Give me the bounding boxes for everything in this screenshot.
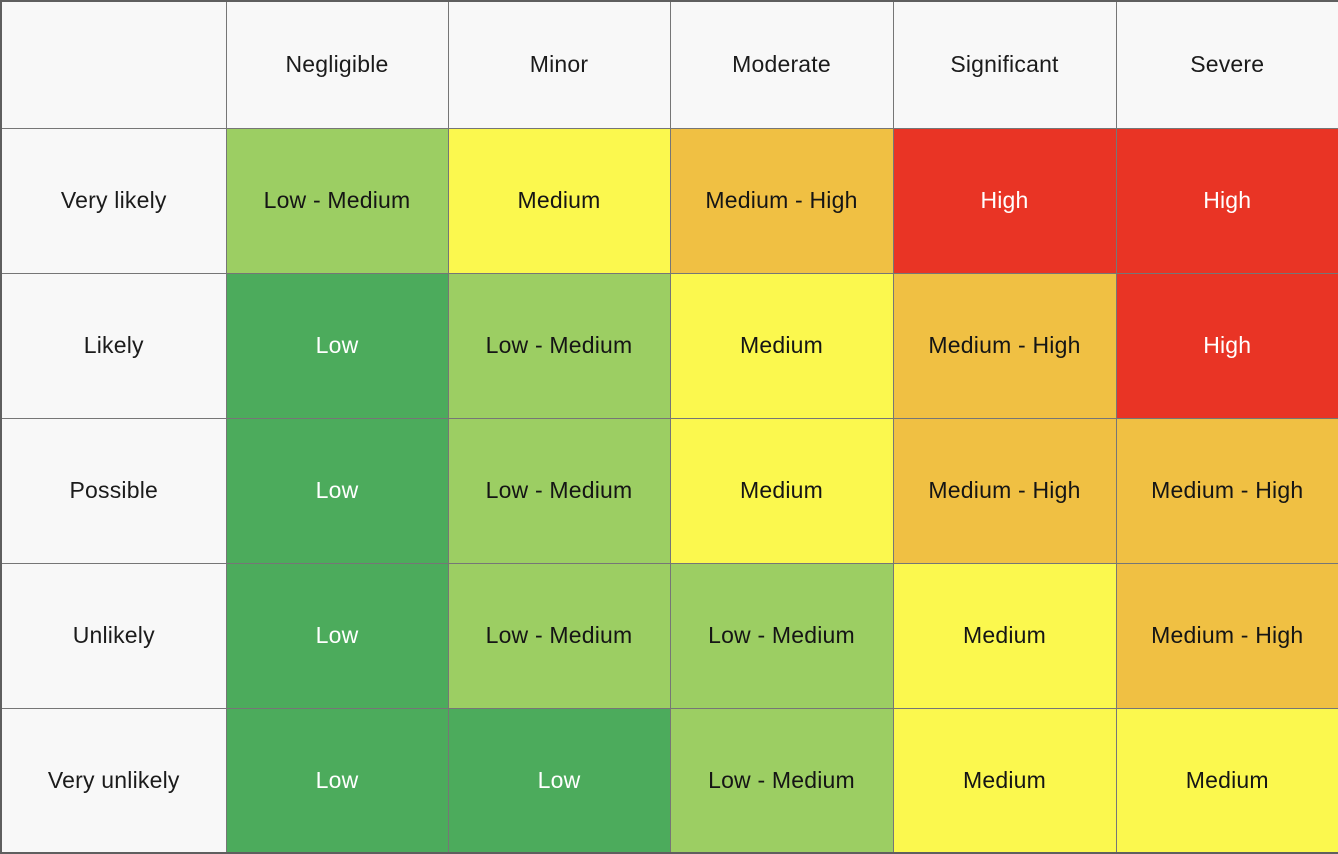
matrix-cell: Medium: [669, 272, 894, 419]
matrix-cell: Medium - High: [892, 417, 1117, 564]
column-header-negligible: Negligible: [225, 0, 449, 129]
matrix-cell: Low: [225, 707, 449, 854]
matrix-cell: Low - Medium: [225, 127, 449, 274]
matrix-row: Very likely Low - Medium Medium Medium - Hi…: [0, 127, 1338, 274]
matrix-cell: Low - Medium: [669, 707, 894, 854]
matrix-cell: Low - Medium: [447, 562, 671, 709]
matrix-cell: Low: [225, 562, 449, 709]
matrix-cell: Low - Medium: [447, 417, 671, 564]
matrix-cell: Medium - High: [1115, 562, 1338, 709]
corner-cell: [0, 0, 227, 129]
matrix-cell: Medium: [447, 127, 671, 274]
matrix-cell: Medium - High: [669, 127, 894, 274]
matrix-cell: Medium: [892, 562, 1117, 709]
matrix-cell: High: [892, 127, 1117, 274]
matrix-cell: Medium - High: [1115, 417, 1338, 564]
matrix-cell: Low - Medium: [669, 562, 894, 709]
row-label-very-likely: Very likely: [0, 127, 227, 274]
column-header-significant: Significant: [892, 0, 1117, 129]
row-label-unlikely: Unlikely: [0, 562, 227, 709]
matrix-cell: Low: [447, 707, 671, 854]
row-label-likely: Likely: [0, 272, 227, 419]
matrix-cell: High: [1115, 272, 1338, 419]
matrix-cell: Medium: [669, 417, 894, 564]
severity-header-row: Negligible Minor Moderate Significant Severe: [0, 0, 1338, 129]
column-header-moderate: Moderate: [669, 0, 894, 129]
row-label-possible: Possible: [0, 417, 227, 564]
matrix-row: Possible Low Low - Medium Medium Medium - Hi…: [0, 417, 1338, 564]
matrix-cell: Medium: [1115, 707, 1338, 854]
matrix-row: Very unlikely Low Low Low - Medium Medium Med…: [0, 707, 1338, 854]
matrix-row: Unlikely Low Low - Medium Low - Medium Mediu…: [0, 562, 1338, 709]
matrix-cell: Medium: [892, 707, 1117, 854]
row-label-very-unlikely: Very unlikely: [0, 707, 227, 854]
matrix-row: Likely Low Low - Medium Medium Medium - High…: [0, 272, 1338, 419]
matrix-cell: Low: [225, 417, 449, 564]
matrix-cell: Low - Medium: [447, 272, 671, 419]
column-header-severe: Severe: [1115, 0, 1338, 129]
column-header-minor: Minor: [447, 0, 671, 129]
matrix-cell: Medium - High: [892, 272, 1117, 419]
matrix-cell: High: [1115, 127, 1338, 274]
matrix-cell: Low: [225, 272, 449, 419]
